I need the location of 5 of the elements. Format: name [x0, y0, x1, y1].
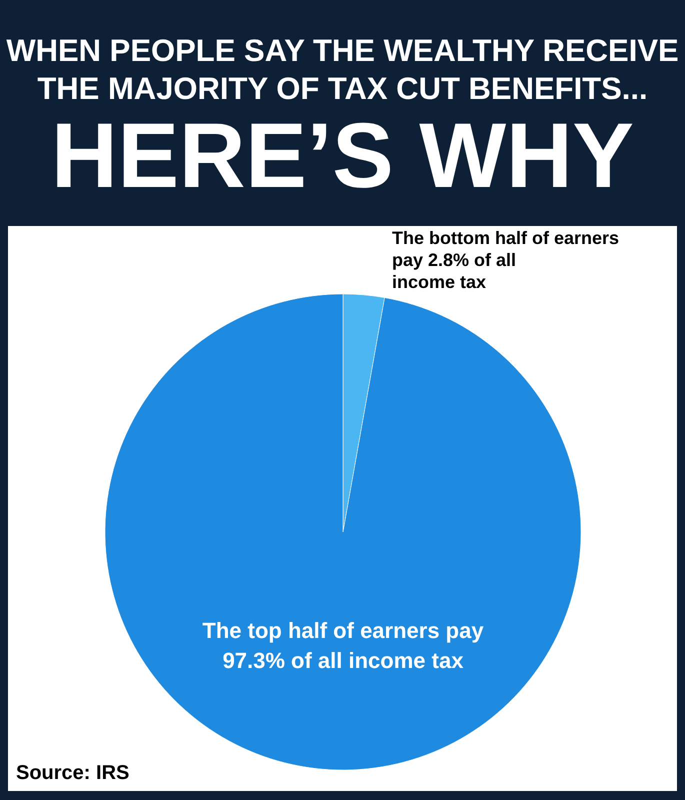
chart-subtitle: HERE’S WHY: [51, 105, 634, 207]
slice-label: The bottom half of earners pay 2.8% of all income tax: [392, 228, 620, 292]
slice-label: The top half of earners pay 97.3% of all income tax: [202, 618, 484, 673]
chart-title: WHEN PEOPLE SAY THE WEALTHY RECEIVE THE MAJORITY OF TAX CUT BENEFITS...: [6, 33, 679, 106]
source-note: Source: IRS: [16, 762, 130, 784]
